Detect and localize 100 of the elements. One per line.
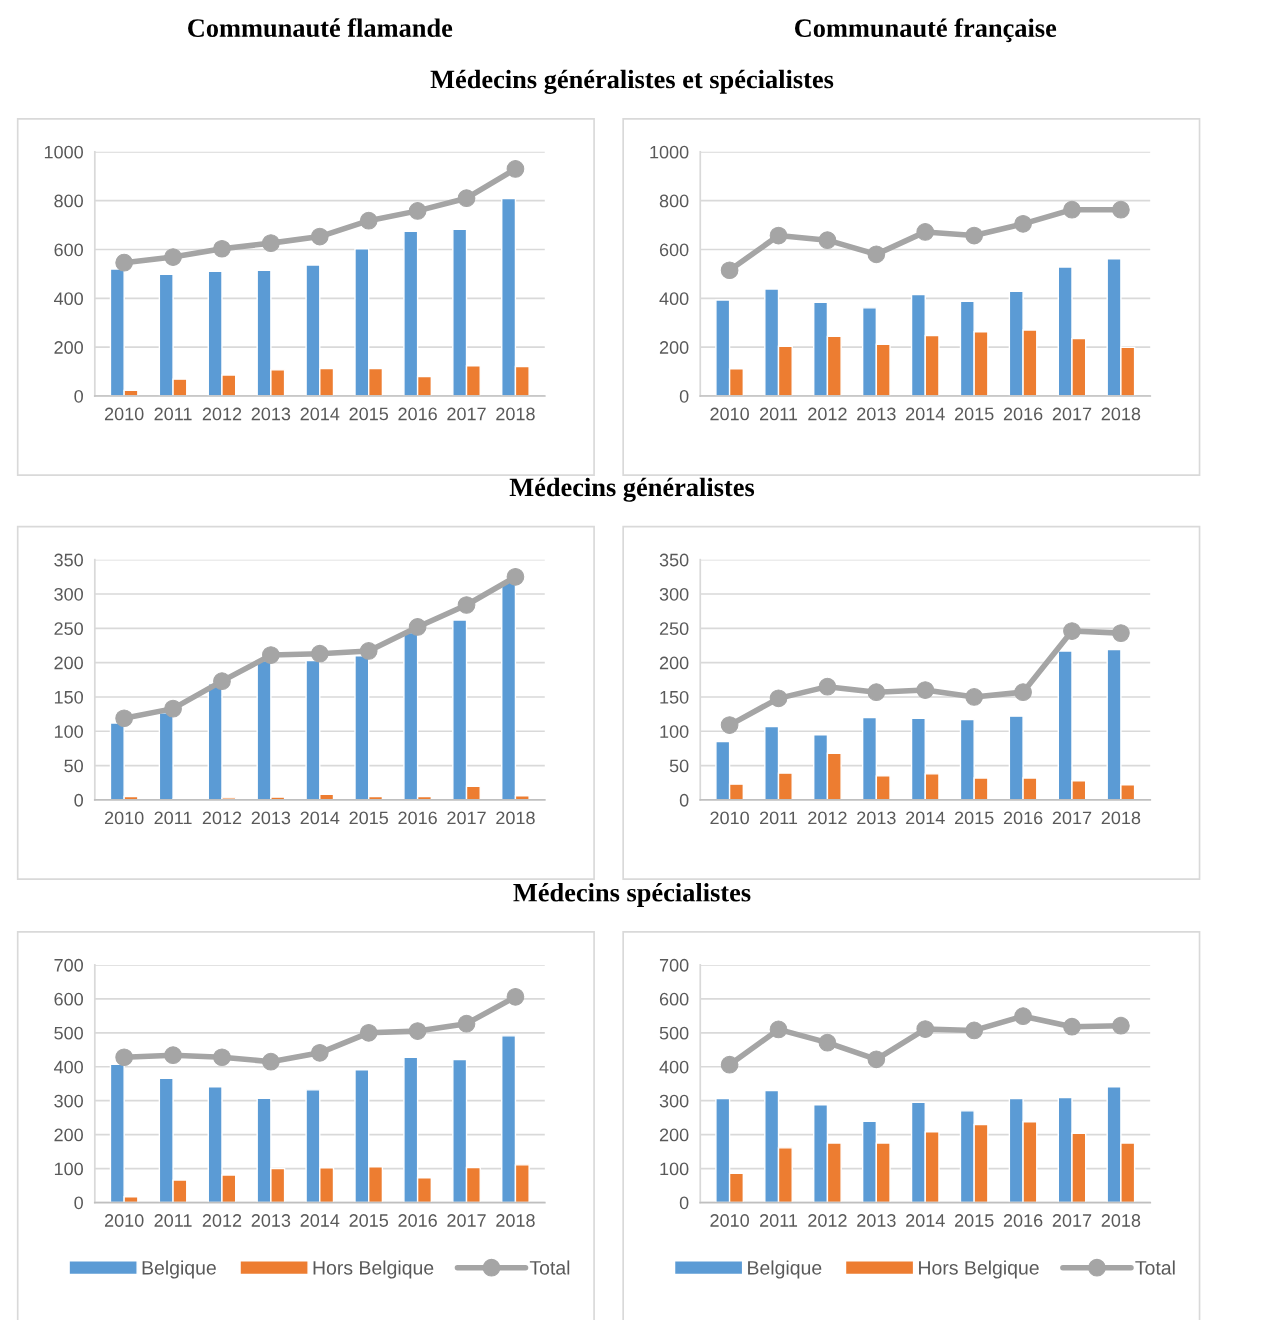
y-tick-label: 600 <box>659 992 689 1006</box>
point <box>1063 622 1081 640</box>
point <box>310 227 329 246</box>
legend-label: Belgique <box>748 1260 822 1279</box>
point <box>769 689 788 708</box>
point <box>916 681 935 699</box>
legend-label: Hors Belgique <box>919 1260 1039 1279</box>
x-tick-label: 2013 <box>251 811 291 825</box>
point <box>769 1020 788 1039</box>
y-tick-label: 200 <box>659 1128 689 1142</box>
x-tick-label: 2014 <box>906 407 945 421</box>
y-tick-label: 350 <box>54 553 83 567</box>
point <box>867 683 886 702</box>
y-tick-label: 600 <box>54 243 83 257</box>
x-tick-label: 2013 <box>857 407 896 421</box>
y-tick-label: 0 <box>74 1196 83 1210</box>
legend-label: Total <box>529 1260 570 1275</box>
y-tick-label: 100 <box>660 725 689 738</box>
y-tick-label: 1000 <box>44 145 83 159</box>
x-tick-label: 2011 <box>154 1214 192 1227</box>
x-tick-label: 2014 <box>906 1214 945 1227</box>
point <box>506 160 525 178</box>
point <box>164 1046 182 1065</box>
point <box>213 672 231 691</box>
point <box>867 245 886 264</box>
y-tick-label: 500 <box>54 1026 83 1040</box>
point <box>164 699 182 718</box>
x-tick-label: 2012 <box>808 811 847 825</box>
y-tick-label: 200 <box>54 341 83 354</box>
y-tick-label: 700 <box>659 958 689 972</box>
y-tick-label: 300 <box>54 587 83 601</box>
point <box>408 1022 427 1040</box>
x-tick-label: 2014 <box>300 811 340 825</box>
x-tick-label: 2017 <box>447 811 486 825</box>
x-tick-label: 2013 <box>251 407 291 421</box>
y-tick-label: 700 <box>54 958 83 972</box>
x-tick-label: 2010 <box>104 811 144 825</box>
y-tick-label: 0 <box>679 1196 689 1210</box>
y-tick-label: 300 <box>54 1094 83 1108</box>
x-tick-label: 2012 <box>808 407 847 421</box>
point <box>916 223 935 241</box>
text: Médecins spécialistes <box>513 882 751 907</box>
chart-title: Communauté française <box>794 18 1057 43</box>
y-tick-label: 100 <box>54 1162 83 1176</box>
x-tick-label: 2010 <box>710 811 749 825</box>
y-tick-label: 400 <box>53 1060 83 1074</box>
y-tick-label: 50 <box>64 759 83 773</box>
x-tick-label: 2018 <box>496 407 535 421</box>
x-tick-label: 2017 <box>1052 407 1092 421</box>
x-tick-label: 2013 <box>857 1214 896 1227</box>
x-tick-label: 2010 <box>104 1214 144 1227</box>
x-tick-label: 2018 <box>1101 1214 1141 1227</box>
y-tick-label: 400 <box>659 292 689 306</box>
point <box>359 211 378 230</box>
x-tick-label: 2010 <box>710 1214 749 1227</box>
y-tick-label: 800 <box>659 194 689 208</box>
y-tick-label: 400 <box>53 292 83 306</box>
x-tick-label: 2011 <box>760 407 798 421</box>
point <box>408 202 427 220</box>
x-tick-label: 2016 <box>398 811 437 825</box>
x-tick-label: 2012 <box>202 407 242 421</box>
point <box>1063 200 1081 219</box>
x-tick-label: 2018 <box>496 1214 535 1227</box>
x-tick-label: 2016 <box>1003 811 1043 825</box>
point <box>769 226 788 245</box>
x-tick-label: 2014 <box>906 811 945 825</box>
x-tick-label: 2011 <box>154 407 192 421</box>
x-tick-label: 2018 <box>1101 811 1141 825</box>
x-tick-label: 2015 <box>349 1214 389 1227</box>
x-tick-label: 2015 <box>954 811 994 825</box>
y-tick-label: 400 <box>659 1060 689 1074</box>
x-tick-label: 2014 <box>300 1214 340 1227</box>
x-tick-label: 2013 <box>251 1214 291 1227</box>
point <box>1014 683 1032 702</box>
x-tick-label: 2016 <box>398 1214 437 1227</box>
point <box>965 226 984 245</box>
point <box>867 1050 886 1069</box>
point <box>965 688 984 706</box>
point <box>408 618 427 636</box>
point <box>164 248 182 266</box>
x-tick-label: 2015 <box>349 811 389 825</box>
y-tick-label: 200 <box>659 656 689 670</box>
point <box>213 1048 231 1067</box>
point <box>457 596 476 614</box>
y-tick-label: 600 <box>54 992 83 1006</box>
point <box>916 1020 935 1038</box>
x-tick-label: 2015 <box>954 407 994 421</box>
point <box>310 1043 329 1062</box>
x-tick-label: 2014 <box>300 407 340 421</box>
x-tick-label: 2012 <box>202 1214 242 1227</box>
x-tick-label: 2012 <box>202 811 242 825</box>
y-tick-label: 300 <box>659 1094 689 1108</box>
y-tick-label: 0 <box>679 389 689 403</box>
x-tick-label: 2011 <box>760 1214 798 1227</box>
chart-title: Communauté flamande <box>188 18 453 38</box>
point <box>457 1014 476 1033</box>
point <box>262 646 280 664</box>
legend-label: Belgique <box>142 1260 216 1279</box>
point <box>115 1048 133 1067</box>
text: Médecins généralistes <box>509 477 755 502</box>
